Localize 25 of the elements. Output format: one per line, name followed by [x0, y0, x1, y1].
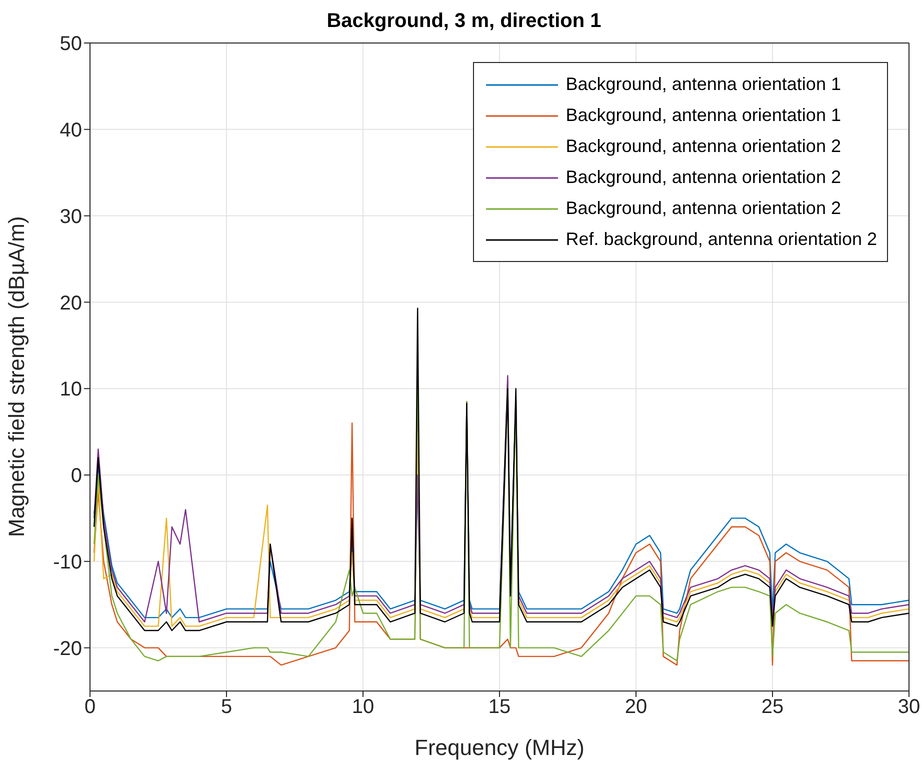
x-tick-label: 10 [352, 696, 374, 718]
legend-label: Background, antenna orientation 1 [566, 105, 841, 126]
y-tick-label: 30 [60, 206, 82, 228]
line-series [93, 308, 909, 632]
chart-title: Background, 3 m, direction 1 [326, 10, 602, 33]
legend-label: Ref. background, antenna orientation 2 [566, 229, 877, 250]
y-tick-label: -20 [53, 638, 82, 660]
x-tick-label: 20 [624, 696, 648, 718]
x-tick-label: 30 [898, 696, 920, 718]
y-tick-label: 50 [60, 33, 82, 56]
y-tick-label: 0 [70, 465, 82, 488]
y-tick-label: 40 [60, 120, 82, 142]
legend-label: Background, antenna orientation 2 [566, 136, 841, 157]
y-axis-title: Magnetic field strength (dBµA/m) [4, 216, 29, 537]
legend-label: Background, antenna orientation 2 [566, 198, 841, 219]
y-tick-label: -10 [53, 552, 82, 574]
legend-label: Background, antenna orientation 1 [566, 74, 841, 95]
legend-label: Background, antenna orientation 2 [566, 167, 841, 188]
x-tick-label: 0 [84, 696, 96, 718]
x-tick-label: 5 [220, 696, 232, 718]
x-tick-label: 25 [761, 696, 784, 718]
x-axis-title: Frequency (MHz) [414, 735, 584, 760]
y-tick-label: 10 [60, 378, 82, 401]
y-tick-label: 20 [60, 292, 82, 314]
x-tick-label: 15 [488, 696, 511, 718]
